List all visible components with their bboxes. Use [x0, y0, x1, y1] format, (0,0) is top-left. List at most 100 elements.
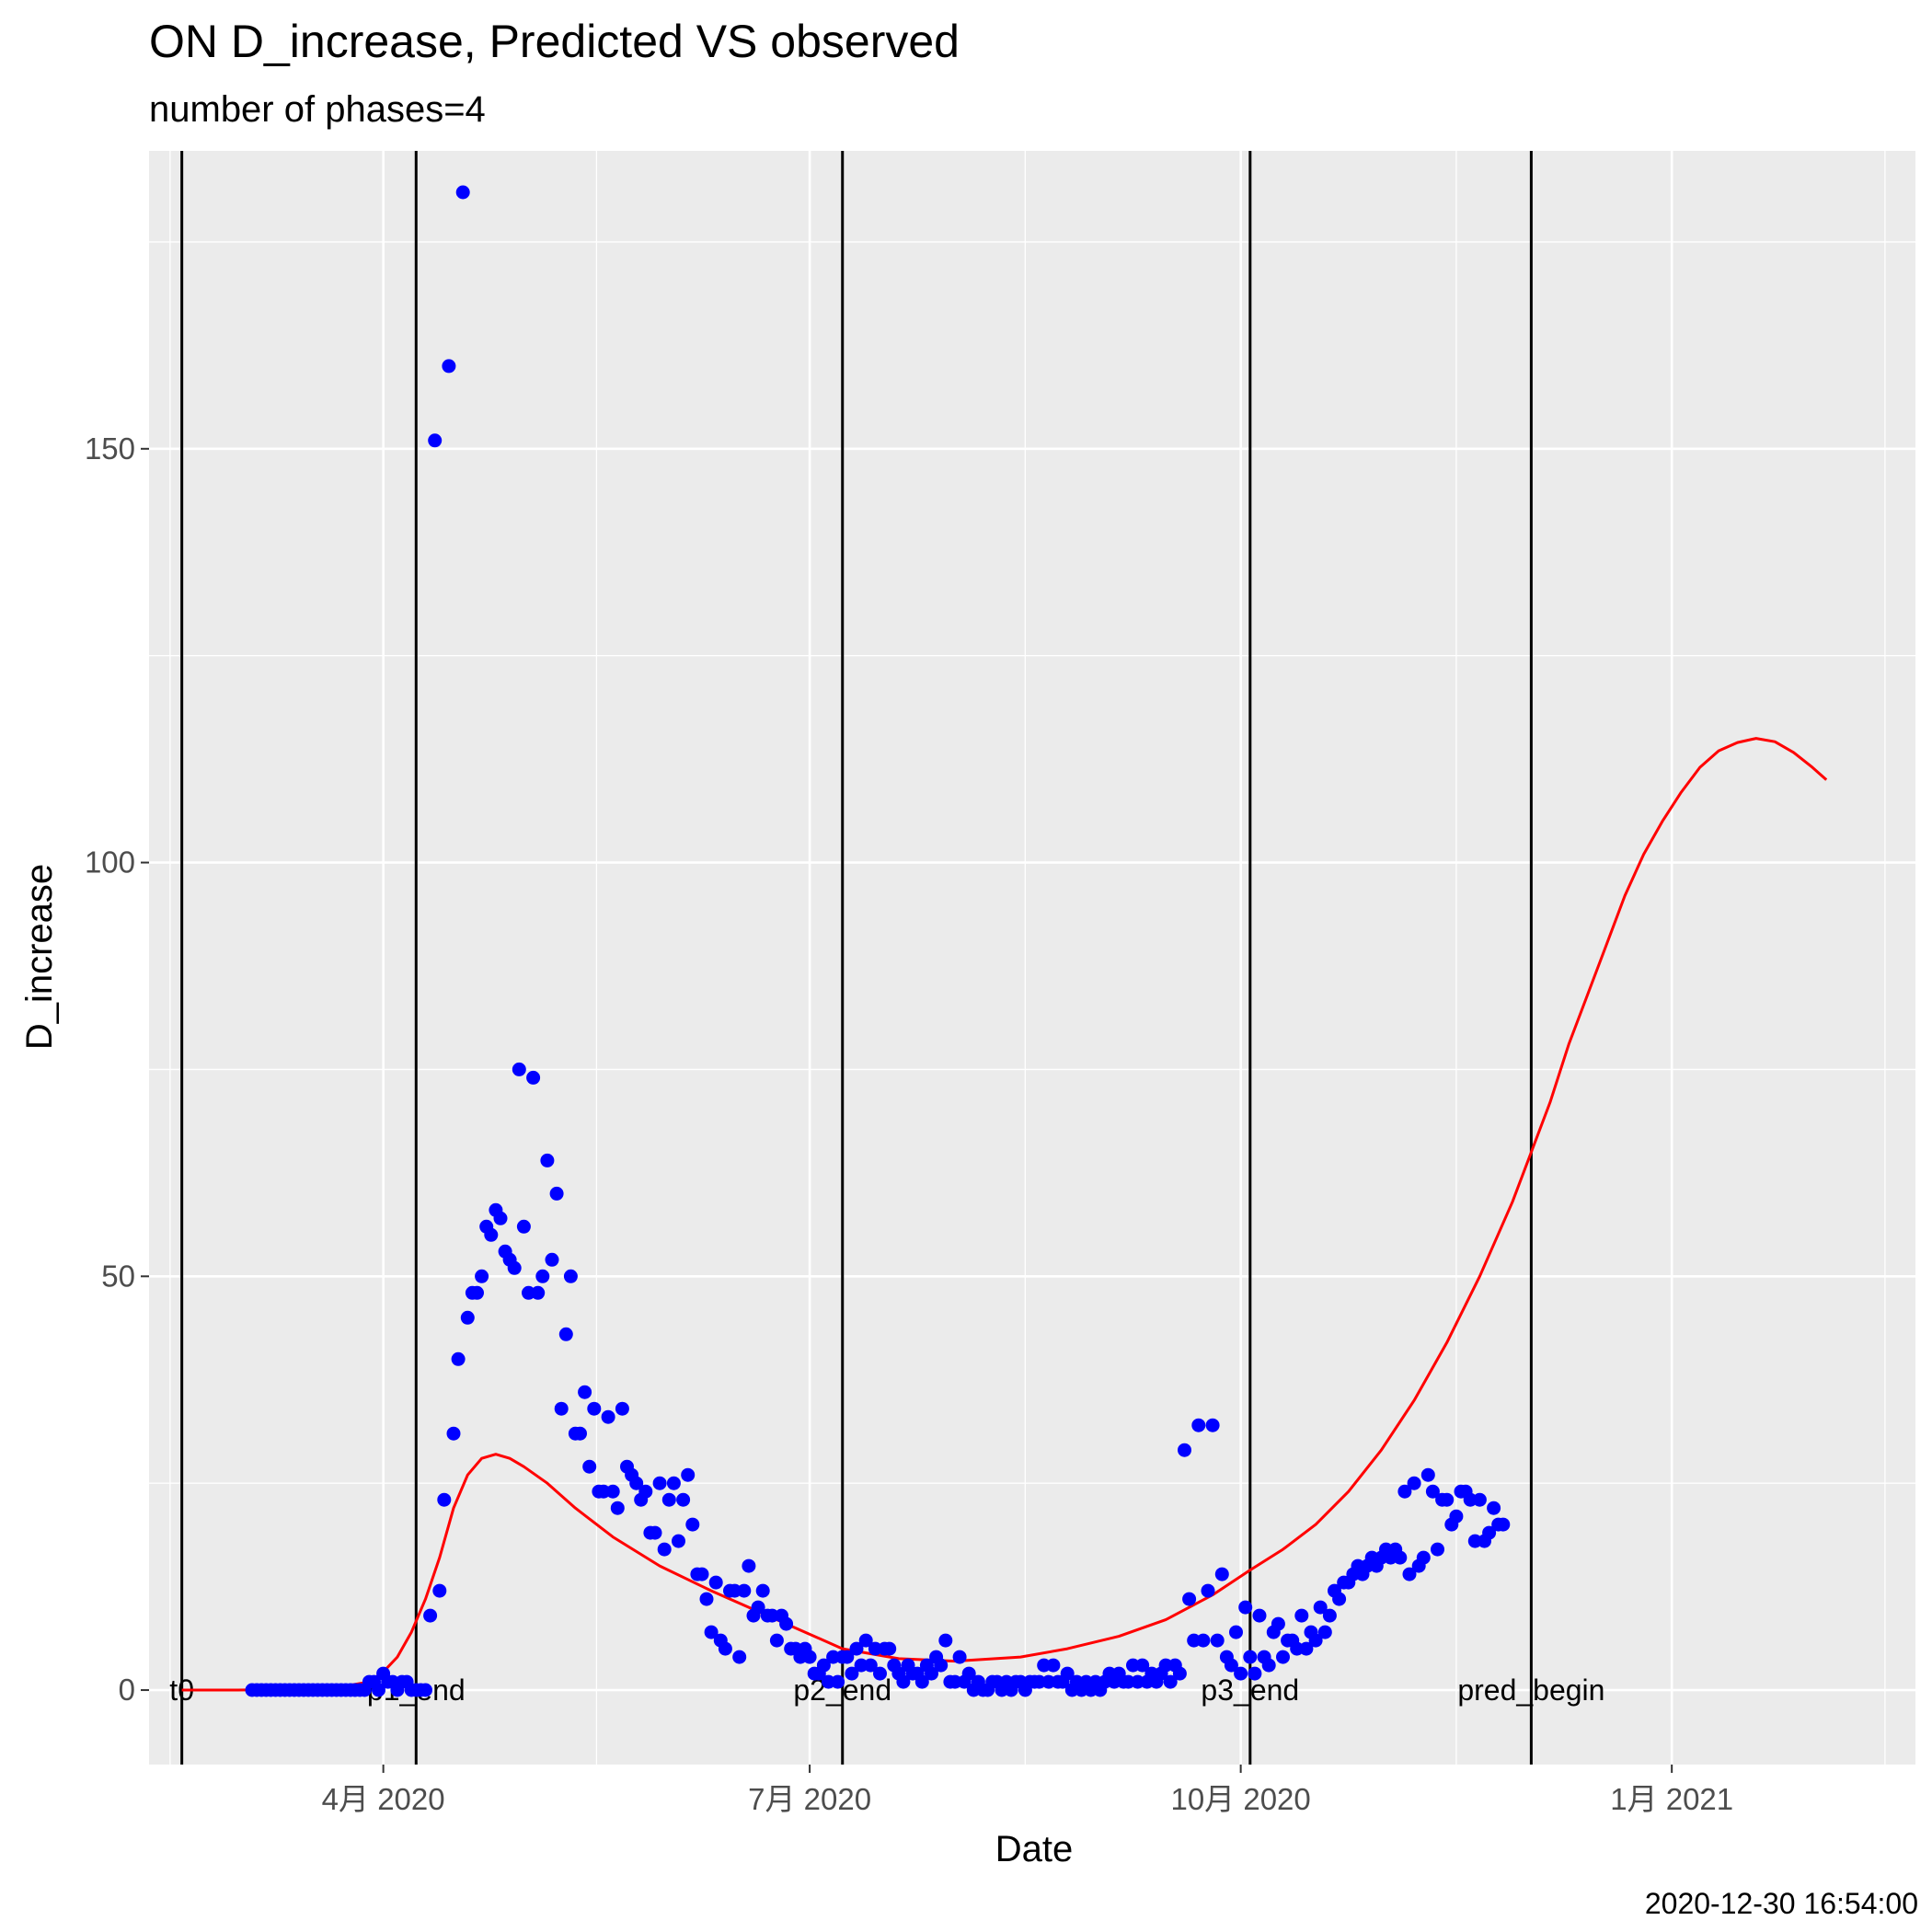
observed-point [451, 1351, 466, 1366]
x-tick-label: 4月 2020 [322, 1782, 445, 1816]
observed-point [615, 1401, 629, 1416]
observed-point [1487, 1501, 1501, 1515]
observed-point [1440, 1492, 1455, 1507]
phase-label: pred_begin [1457, 1673, 1604, 1707]
observed-point [652, 1476, 667, 1490]
x-tick-label: 1月 2021 [1610, 1782, 1733, 1816]
observed-point [516, 1219, 531, 1234]
observed-point [1402, 1567, 1417, 1581]
observed-point [460, 1310, 475, 1325]
observed-series [245, 185, 1511, 1697]
observed-point [558, 1327, 573, 1341]
observed-point [610, 1501, 625, 1515]
observed-point [1294, 1608, 1309, 1623]
observed-point [455, 185, 470, 200]
observed-point [1248, 1666, 1262, 1681]
observed-point [535, 1269, 550, 1283]
observed-point [1224, 1658, 1238, 1673]
observed-point [914, 1674, 929, 1689]
observed-point [1172, 1666, 1187, 1681]
observed-point [423, 1608, 438, 1623]
observed-point [432, 1583, 447, 1598]
observed-point [1332, 1592, 1347, 1606]
observed-point [648, 1525, 662, 1540]
y-tick-label: 100 [85, 845, 135, 880]
observed-point [638, 1484, 653, 1499]
observed-point [507, 1260, 522, 1275]
observed-point [755, 1583, 770, 1598]
observed-point [845, 1666, 859, 1681]
observed-point [493, 1211, 508, 1225]
observed-point [882, 1641, 897, 1656]
observed-point [961, 1666, 976, 1681]
observed-point [531, 1285, 546, 1300]
observed-point [732, 1650, 747, 1664]
observed-point [573, 1426, 587, 1441]
x-tick-label: 10月 2020 [1170, 1782, 1310, 1816]
observed-point [934, 1658, 949, 1673]
observed-point [858, 1633, 873, 1648]
y-tick-label: 50 [101, 1259, 135, 1293]
observed-point [704, 1625, 719, 1639]
observed-point [1472, 1492, 1487, 1507]
observed-point [419, 1683, 432, 1697]
observed-point [699, 1592, 714, 1606]
observed-point [587, 1401, 602, 1416]
observed-point [446, 1426, 461, 1441]
observed-point [1191, 1418, 1206, 1432]
observed-point [769, 1633, 784, 1648]
observed-point [1046, 1658, 1061, 1673]
plot-panel [149, 151, 1915, 1765]
observed-point [816, 1658, 831, 1673]
phase-label: p3_end [1201, 1673, 1299, 1707]
observed-point [1317, 1625, 1332, 1639]
observed-point [737, 1583, 752, 1598]
observed-point [666, 1476, 681, 1490]
observed-point [549, 1186, 564, 1201]
observed-point [1299, 1641, 1314, 1656]
observed-point [1196, 1633, 1211, 1648]
observed-point [1496, 1517, 1511, 1532]
observed-point [925, 1666, 938, 1681]
observed-point [708, 1575, 723, 1590]
observed-point [1425, 1484, 1440, 1499]
y-axis-ticks: 0 50 100 150 [85, 431, 149, 1707]
grid-lines [149, 151, 1915, 1765]
y-tick-label: 0 [119, 1673, 135, 1707]
observed-point [563, 1269, 578, 1283]
observed-point [661, 1492, 676, 1507]
y-tick-label: 150 [85, 431, 135, 466]
observed-point [1271, 1616, 1285, 1631]
observed-point [676, 1492, 691, 1507]
predicted-series [181, 737, 1828, 1692]
observed-point [1163, 1674, 1178, 1689]
observed-point [1182, 1592, 1197, 1606]
observed-point [1416, 1550, 1431, 1565]
observed-point [629, 1476, 644, 1490]
observed-point [863, 1658, 878, 1673]
caption-timestamp: 2020-12-30 16:54:00 [1645, 1887, 1918, 1920]
observed-point [896, 1674, 911, 1689]
observed-point [1243, 1650, 1258, 1664]
observed-point [681, 1467, 696, 1482]
observed-point [1210, 1633, 1225, 1648]
observed-point [526, 1070, 541, 1085]
observed-point [1276, 1650, 1290, 1664]
observed-point [1449, 1509, 1464, 1524]
observed-point [1060, 1666, 1075, 1681]
observed-point [1308, 1633, 1323, 1648]
observed-point [1420, 1467, 1435, 1482]
observed-point [484, 1227, 499, 1242]
x-tick-label: 7月 2020 [748, 1782, 871, 1816]
observed-point [601, 1409, 615, 1424]
observed-point [695, 1567, 709, 1581]
observed-point [1322, 1608, 1337, 1623]
observed-point [442, 359, 456, 374]
observed-point [672, 1534, 685, 1548]
observed-point [840, 1650, 855, 1664]
observed-point [952, 1650, 967, 1664]
observed-point [779, 1616, 794, 1631]
observed-point [685, 1517, 700, 1532]
y-axis-title: D_increase [19, 864, 60, 1050]
predicted-line [181, 737, 1828, 1692]
